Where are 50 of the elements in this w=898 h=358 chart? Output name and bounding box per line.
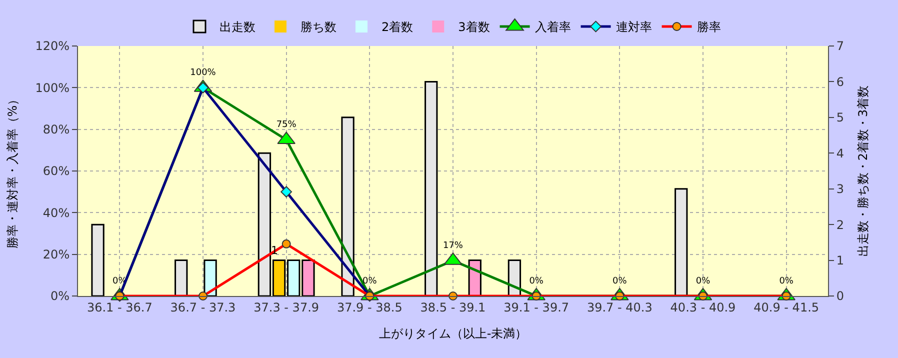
data-label: 100% (190, 68, 216, 78)
bar (341, 116, 354, 296)
bar (204, 260, 217, 296)
y-tick-label: 40% (42, 206, 70, 220)
x-tick-label: 39.7 - 40.3 (586, 300, 652, 314)
y-tick-label: 100% (35, 80, 70, 95)
y2-tick-label: 3 (836, 182, 844, 196)
data-label: 0% (612, 276, 628, 286)
data-label: 0% (779, 276, 794, 286)
x-axis-title: 上がりタイム（以上-未満） (378, 326, 528, 340)
y-tick-label: 0% (50, 289, 70, 304)
legend-label: 勝ち数 (300, 20, 336, 34)
x-tick-label: 39.1 - 39.7 (504, 300, 570, 314)
y-tick-label: 60% (42, 164, 70, 178)
legend-label: 2着数 (382, 20, 414, 34)
point (282, 239, 291, 248)
y2-tick-label: 5 (836, 110, 844, 125)
y-tick-label: 80% (42, 122, 70, 137)
y2-tick-label: 2 (836, 218, 844, 232)
data-label: 17% (442, 240, 464, 251)
x-tick-label: 38.5 - 39.1 (420, 300, 486, 314)
y2-tick-label: 7 (836, 39, 844, 54)
x-tick-label: 37.3 - 37.9 (254, 300, 320, 314)
y2-axis-title: 出走数・勝ち数・2着数・3着数 (856, 85, 870, 257)
x-tick-label: 37.9 - 38.5 (336, 300, 402, 314)
legend-label: 勝率 (696, 20, 721, 34)
bar (424, 80, 438, 296)
y2-tick-label: 4 (836, 146, 844, 160)
legend-label: 3着数 (458, 20, 490, 34)
point (280, 186, 292, 198)
bar (674, 188, 688, 296)
data-label: 0% (529, 276, 544, 286)
y2-tick-label: 6 (836, 74, 844, 89)
x-tick-label: 40.3 - 40.9 (670, 300, 736, 314)
y2-tick-label: 0 (836, 289, 844, 304)
y-tick-label: 20% (42, 248, 70, 262)
legend-label: 入着率 (534, 20, 571, 34)
bar (91, 224, 104, 296)
data-label: 0% (362, 276, 378, 286)
legend-label: 連対率 (616, 20, 652, 34)
data-label: 75% (276, 120, 297, 130)
y-axis-title: 勝率・連対率・入着率（%） (6, 93, 20, 249)
x-tick-label: 36.1 - 36.7 (86, 300, 152, 314)
legend-label: 出走数 (220, 20, 256, 34)
data-label: 0% (696, 276, 711, 286)
x-tick-label: 36.7 - 37.3 (170, 300, 236, 314)
x-tick-label: 40.9 - 41.5 (754, 300, 820, 314)
y2-tick-label: 1 (836, 253, 844, 268)
y-tick-label: 120% (35, 39, 70, 54)
bar (174, 260, 188, 296)
